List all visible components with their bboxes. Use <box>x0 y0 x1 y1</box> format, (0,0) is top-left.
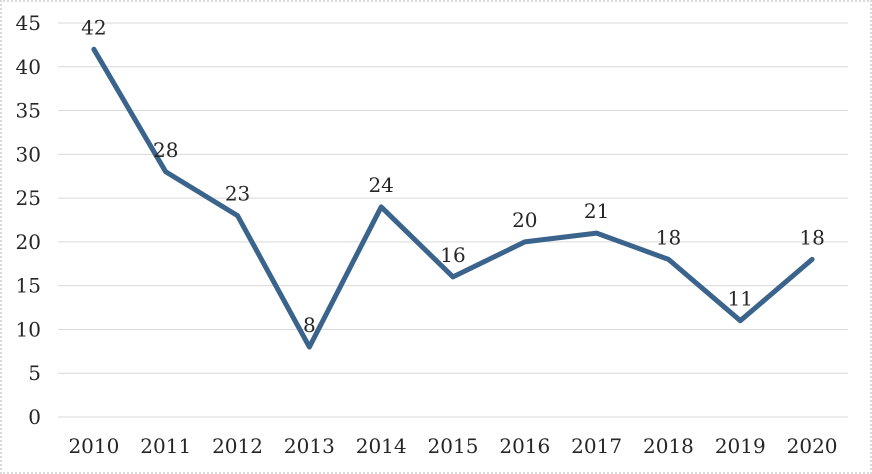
series-line <box>91 46 815 350</box>
data-label: 42 <box>81 15 106 39</box>
data-label: 16 <box>440 243 465 267</box>
x-axis-label: 2019 <box>715 434 766 458</box>
x-axis-label: 2018 <box>643 434 694 458</box>
data-label: 21 <box>584 199 609 223</box>
x-axis-label: 2010 <box>68 434 119 458</box>
data-label: 28 <box>153 138 178 162</box>
x-axis-label: 2016 <box>499 434 550 458</box>
data-label: 18 <box>656 225 681 249</box>
x-axis-label: 2020 <box>787 434 838 458</box>
y-axis-label: 30 <box>16 142 41 166</box>
data-label: 24 <box>368 173 393 197</box>
y-axis-label: 5 <box>28 361 41 385</box>
data-label: 11 <box>728 287 753 311</box>
data-label: 8 <box>303 313 316 337</box>
y-axis-label: 15 <box>16 274 41 298</box>
data-label: 20 <box>512 208 537 232</box>
y-axis-label: 20 <box>16 230 41 254</box>
x-axis-label: 2015 <box>428 434 479 458</box>
x-axis-label: 2011 <box>140 434 191 458</box>
data-label: 23 <box>225 182 250 206</box>
x-axis-label: 2012 <box>212 434 263 458</box>
y-axis-label: 10 <box>16 317 41 341</box>
y-axis-label: 35 <box>16 99 41 123</box>
x-axis-label: 2013 <box>284 434 335 458</box>
y-axis-label: 45 <box>16 11 41 35</box>
y-axis-label: 40 <box>16 55 41 79</box>
x-axis-label: 2014 <box>356 434 407 458</box>
y-axis-label: 0 <box>28 405 41 429</box>
data-label: 18 <box>799 225 824 249</box>
y-axis-label: 25 <box>16 186 41 210</box>
x-axis-label: 2017 <box>571 434 622 458</box>
